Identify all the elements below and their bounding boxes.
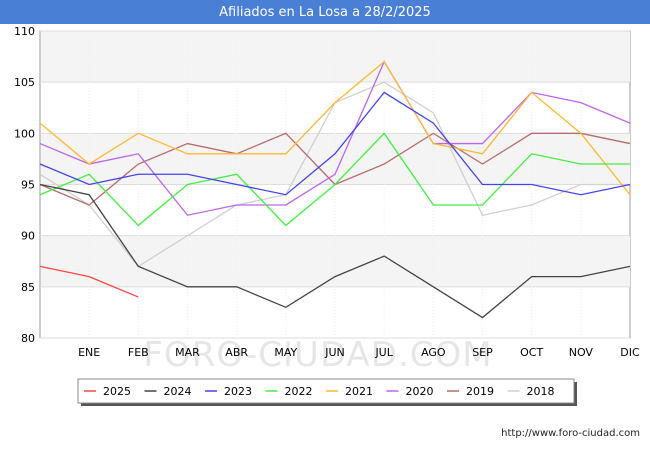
series-line-2022 (39, 132, 630, 227)
x-tick-label: SEP (472, 346, 493, 359)
x-axis-ticks: ENE FEB MAR ABR MAY JUN JUL AGO SEP OCT NOV DIC (78, 346, 640, 359)
chart-title: Afiliados en La Losa a 28/2/2025 (0, 0, 650, 24)
legend-label-2020: 2020 (406, 385, 434, 398)
y-tick-label: 105 (14, 76, 35, 89)
x-tick-label: FEB (128, 346, 149, 359)
legend-box (77, 378, 575, 404)
x-tick-label: DIC (620, 346, 640, 359)
legend-label-2024: 2024 (164, 385, 192, 398)
x-tick-label: JUN (324, 346, 345, 359)
x-tick-label: JUL (374, 346, 393, 359)
series-line-2023 (39, 91, 631, 196)
x-tick-label: MAY (274, 346, 297, 359)
legend-label-2022: 2022 (285, 385, 313, 398)
legend-label-2025: 2025 (103, 385, 131, 398)
x-tick-label: ENE (78, 346, 100, 359)
watermark-text: FORO-CIUDAD.COM (143, 335, 492, 375)
series-line-2024 (39, 183, 631, 319)
x-tick-label: MAR (175, 346, 200, 359)
y-tick-label: 110 (14, 25, 35, 38)
y-tick-label: 90 (21, 230, 35, 243)
x-tick-label: OCT (520, 346, 543, 359)
source-link[interactable]: http://www.foro-ciudad.com (501, 428, 640, 439)
x-tick-label: ABR (225, 346, 248, 359)
legend: 2025 2024 2023 2022 2021 2020 2019 2018 (77, 378, 577, 406)
y-tick-label: 80 (21, 332, 35, 345)
y-tick-label: 100 (14, 127, 35, 140)
y-axis-ticks: 80 85 90 95 100 105 110 (14, 25, 35, 345)
grid-band (41, 133, 630, 185)
legend-label-2019: 2019 (466, 385, 494, 398)
legend-label-2018: 2018 (527, 385, 555, 398)
legend-label-2021: 2021 (345, 385, 373, 398)
grid-band (41, 31, 630, 83)
x-tick-label: AGO (421, 346, 446, 359)
grid-bands (41, 31, 630, 287)
y-tick-label: 85 (21, 281, 35, 294)
x-tick-label: NOV (569, 346, 594, 359)
legend-label-2023: 2023 (224, 385, 252, 398)
series-line-2021 (39, 60, 631, 196)
y-tick-label: 95 (21, 179, 35, 192)
grid-band (41, 235, 630, 287)
series-layer (39, 60, 631, 319)
series-line-2025 (39, 265, 139, 298)
